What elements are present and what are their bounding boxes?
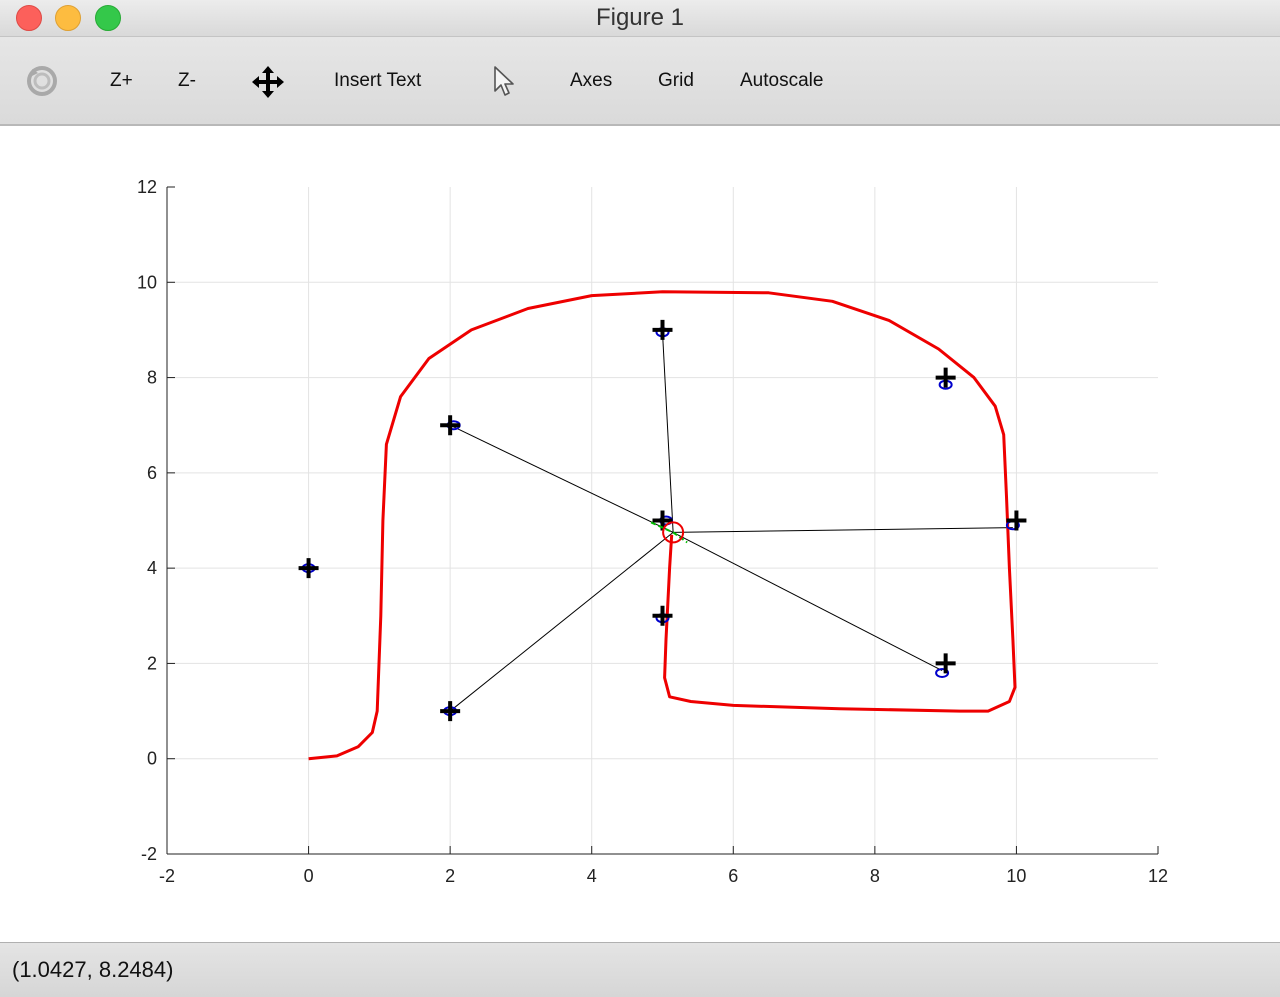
minimize-window-button[interactable] <box>55 5 81 31</box>
landmark-marker <box>935 367 956 388</box>
landmark-marker <box>440 701 461 722</box>
y-tick-label: 6 <box>147 463 157 483</box>
robot-path <box>308 290 1017 761</box>
x-tick-label: 10 <box>1006 866 1026 886</box>
axes-button[interactable]: Axes <box>570 70 613 91</box>
close-window-button[interactable] <box>16 5 42 31</box>
rotate-icon[interactable] <box>24 63 60 104</box>
x-tick-label: 8 <box>870 866 880 886</box>
y-tick-label: 10 <box>137 272 157 292</box>
autoscale-button[interactable]: Autoscale <box>740 70 824 91</box>
landmark-marker <box>298 558 319 579</box>
landmark-marker <box>935 653 956 674</box>
x-tick-label: 4 <box>587 866 597 886</box>
y-tick-label: 4 <box>147 558 157 578</box>
y-tick-label: -2 <box>141 844 157 864</box>
plot-svg: -2 0 2 4 6 8 10 12 -2 0 2 4 6 8 10 12 <box>137 177 1168 886</box>
landmark-estimate <box>935 667 950 678</box>
maximize-window-button[interactable] <box>95 5 121 31</box>
observation-line <box>672 531 943 672</box>
zoom-out-button[interactable]: Z- <box>178 70 196 91</box>
figure-canvas[interactable]: -2 0 2 4 6 8 10 12 -2 0 2 4 6 8 10 12 <box>0 126 1280 942</box>
observation-line <box>449 424 674 533</box>
pointer-arrow-icon[interactable] <box>492 65 516 104</box>
x-tick-label: 12 <box>1148 866 1168 886</box>
window-title: Figure 1 <box>595 4 685 31</box>
landmark-marker <box>1006 510 1027 531</box>
status-bar: (1.0427, 8.2484) <box>0 942 1280 997</box>
observation-line <box>662 332 674 533</box>
x-tick-label: 0 <box>304 866 314 886</box>
landmark-marker <box>440 415 461 436</box>
landmark-marker <box>652 319 673 340</box>
y-tick-label: 12 <box>137 177 157 197</box>
x-tick-label: 6 <box>728 866 738 886</box>
zoom-in-button[interactable]: Z+ <box>110 70 133 91</box>
pan-arrows-icon[interactable] <box>250 64 286 105</box>
cursor-coordinates: (1.0427, 8.2484) <box>12 957 174 982</box>
y-tick-label: 0 <box>147 749 157 769</box>
toolbar: Z+ Z- Insert Text Axes Grid Autoscale <box>0 37 1280 126</box>
heading-indicator <box>650 521 688 544</box>
y-tick-label: 2 <box>147 653 157 673</box>
insert-text-button[interactable]: Insert Text <box>334 70 422 91</box>
grid-button[interactable]: Grid <box>658 70 694 91</box>
x-tick-label: 2 <box>445 866 455 886</box>
x-tick-label: -2 <box>159 866 175 886</box>
landmark-marker <box>652 605 673 626</box>
robot-pose <box>662 521 685 544</box>
observation-line <box>449 532 674 712</box>
y-tick-label: 8 <box>147 368 157 388</box>
observation-line <box>673 527 1013 533</box>
title-bar: Figure 1 <box>0 0 1280 37</box>
